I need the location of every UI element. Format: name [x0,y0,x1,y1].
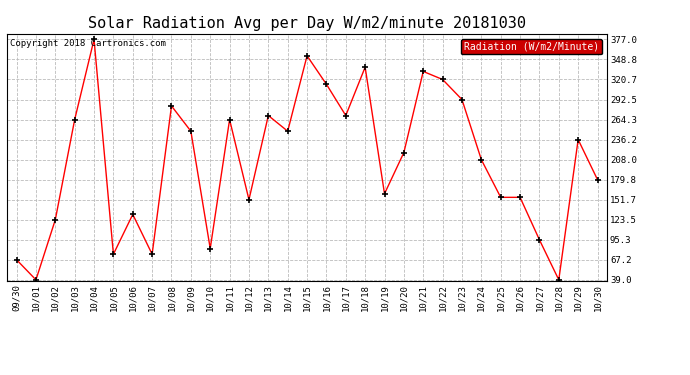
Legend: Radiation (W/m2/Minute): Radiation (W/m2/Minute) [462,39,602,54]
Title: Solar Radiation Avg per Day W/m2/minute 20181030: Solar Radiation Avg per Day W/m2/minute … [88,16,526,31]
Text: Copyright 2018 Cartronics.com: Copyright 2018 Cartronics.com [10,39,166,48]
